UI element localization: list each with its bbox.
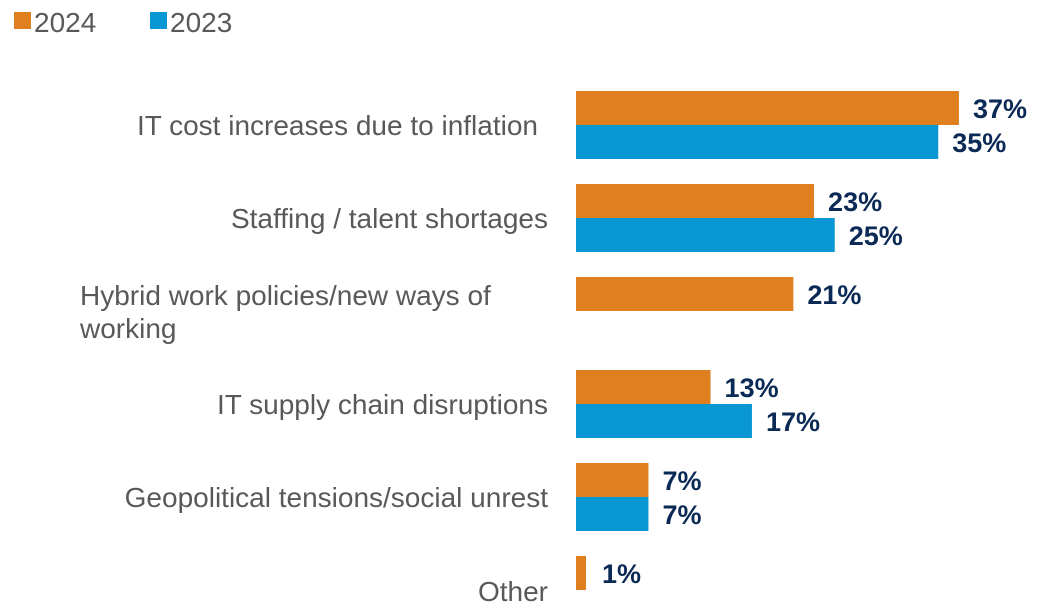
- category-labels: IT cost increases due to inflation Staffi…: [79, 110, 548, 603]
- bar-2023-1: [576, 218, 835, 252]
- value-labels: 37% 35% 23% 25% 21% 13% 17% 7% 7% 1%: [602, 94, 1027, 589]
- bar-2024-2: [576, 277, 794, 311]
- value-label-2023-3: 17%: [766, 407, 820, 437]
- value-label-2024-5: 1%: [602, 559, 641, 589]
- bar-2023-3: [576, 404, 752, 438]
- legend: 2024 2023: [14, 7, 232, 38]
- bar-2024-0: [576, 91, 959, 125]
- value-label-2024-3: 13%: [725, 373, 779, 403]
- bars-group: [576, 91, 959, 590]
- category-label-3: IT supply chain disruptions: [217, 389, 548, 420]
- category-label-2-line-1: working: [79, 313, 176, 344]
- legend-swatch-2024: [14, 12, 31, 29]
- legend-swatch-2023: [150, 12, 167, 29]
- value-label-2024-1: 23%: [828, 187, 882, 217]
- legend-label-2023: 2023: [170, 7, 232, 38]
- bar-2024-4: [576, 463, 649, 497]
- category-label-4: Geopolitical tensions/social unrest: [125, 482, 549, 513]
- bar-2024-1: [576, 184, 815, 218]
- value-label-2023-1: 25%: [849, 221, 903, 251]
- bar-2023-0: [576, 125, 939, 159]
- value-label-2024-0: 37%: [973, 94, 1027, 124]
- value-label-2023-0: 35%: [952, 128, 1006, 158]
- value-label-2023-4: 7%: [662, 500, 701, 530]
- category-label-5: Other: [478, 576, 548, 603]
- legend-label-2024: 2024: [34, 7, 96, 38]
- bar-2024-5: [576, 556, 586, 590]
- value-label-2024-4: 7%: [662, 466, 701, 496]
- category-label-1: Staffing / talent shortages: [231, 203, 548, 234]
- bar-2024-3: [576, 370, 711, 404]
- category-label-2-line-0: Hybrid work policies/new ways of: [80, 280, 491, 311]
- value-label-2024-2: 21%: [807, 280, 861, 310]
- category-label-0: IT cost increases due to inflation: [137, 110, 538, 141]
- bar-2023-4: [576, 497, 649, 531]
